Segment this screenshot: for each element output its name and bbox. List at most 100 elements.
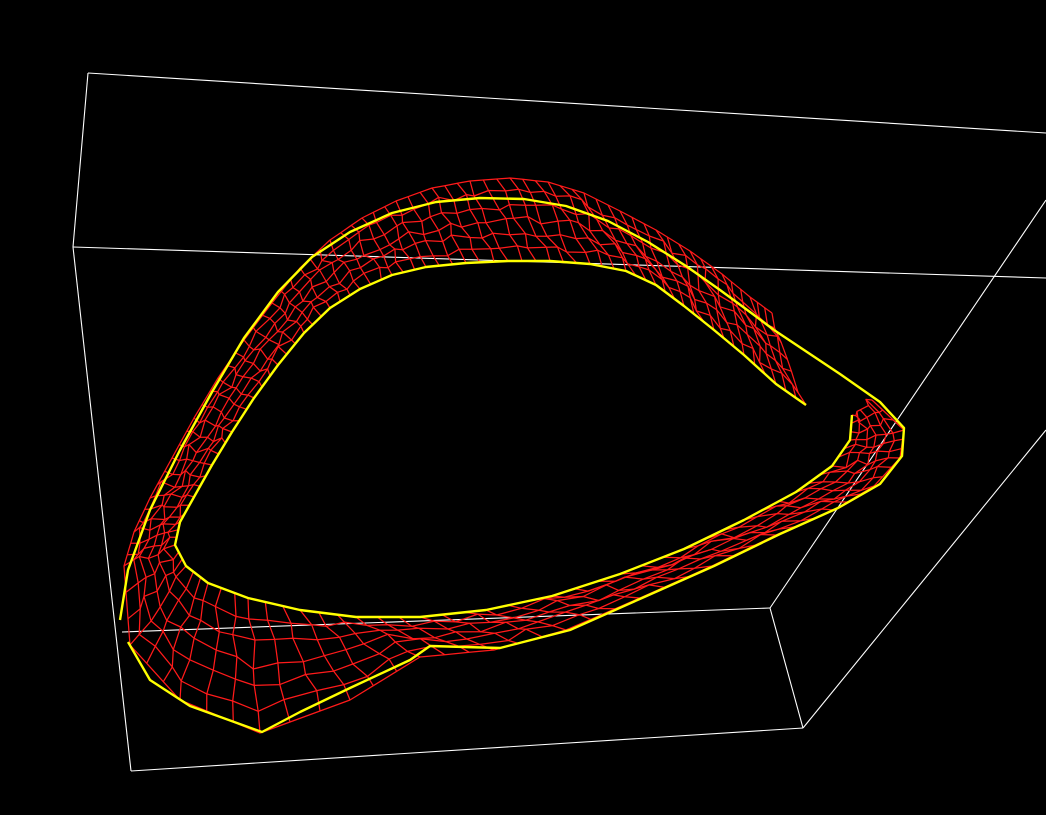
mesh-cross-line xyxy=(700,258,725,339)
mesh-cross-line xyxy=(350,224,382,280)
mesh-cross-line xyxy=(441,614,519,644)
mesh-cross-line xyxy=(318,612,374,687)
mesh-cross-line xyxy=(139,513,186,524)
mesh-ring-line xyxy=(162,245,861,627)
mesh-cross-line xyxy=(730,281,756,365)
inner-contour-curve xyxy=(173,259,854,619)
bbox-edge xyxy=(72,246,132,772)
bbox-edge xyxy=(130,727,804,772)
upper-contour-curve xyxy=(118,196,775,621)
bbox-edge xyxy=(769,199,1046,609)
mesh-cross-line xyxy=(534,180,578,264)
bbox-edge xyxy=(802,429,1046,729)
mesh-cross-line xyxy=(761,500,848,512)
mesh-cross-line xyxy=(201,404,240,422)
mesh-cross-line xyxy=(206,587,222,712)
mesh-cross-line xyxy=(595,198,637,277)
mesh-cross-line xyxy=(837,448,902,458)
mesh-cross-line xyxy=(721,273,745,356)
mesh-cross-line xyxy=(309,258,341,302)
mesh-cross-line xyxy=(271,302,305,334)
mesh-cross-line xyxy=(496,178,537,262)
mesh-cross-line xyxy=(125,551,180,593)
bbox-edge xyxy=(87,72,1046,134)
mesh-cross-line xyxy=(123,544,176,567)
mesh-cross-line xyxy=(778,493,861,504)
mesh-cross-line xyxy=(643,223,676,300)
mesh-cross-line xyxy=(851,409,884,424)
mesh-cross-line xyxy=(749,296,777,385)
mesh-cross-line xyxy=(771,312,807,406)
mesh-cross-line xyxy=(764,307,797,399)
mesh-cross-line xyxy=(831,457,901,469)
mesh-cross-line xyxy=(280,290,314,326)
mesh-cross-line xyxy=(226,364,263,388)
mesh-cross-line xyxy=(186,430,226,444)
mesh-cross-line xyxy=(129,565,187,646)
wireframe-surface-mesh xyxy=(123,177,905,734)
contour-curves xyxy=(118,196,906,734)
mesh-cross-line xyxy=(807,476,883,484)
mesh-cross-line xyxy=(662,544,755,559)
mesh-cross-line xyxy=(850,417,894,434)
mesh-cross-line xyxy=(819,465,892,476)
bbox-edge xyxy=(121,607,771,633)
mesh-cross-line xyxy=(217,377,255,399)
mesh-ring-line xyxy=(174,260,853,618)
mesh-cross-line xyxy=(469,180,509,262)
mesh-ring-line xyxy=(133,188,895,712)
mesh-cross-line xyxy=(597,576,689,582)
mesh-cross-line xyxy=(193,417,233,433)
mesh-cross-line xyxy=(282,605,321,712)
mesh-cross-line xyxy=(264,601,291,723)
mesh-cross-line xyxy=(666,236,695,315)
mesh-cross-line xyxy=(607,204,647,281)
mesh-cross-line xyxy=(252,327,288,355)
mesh-cross-line xyxy=(407,196,440,267)
mesh-cross-line xyxy=(551,594,641,602)
mesh-cross-line xyxy=(507,604,591,620)
mesh-cross-line xyxy=(583,192,627,272)
outer-contour-curve xyxy=(126,329,906,734)
mesh-cross-line xyxy=(509,177,551,262)
mesh-cross-line xyxy=(243,339,279,366)
bbox-edge xyxy=(72,72,89,248)
mesh-cross-line xyxy=(655,229,685,307)
mesh-cross-line xyxy=(336,614,398,672)
mesh-cross-line xyxy=(149,493,195,499)
mesh-cross-line xyxy=(678,243,705,323)
mesh-cross-line xyxy=(619,210,657,286)
mesh-cross-line xyxy=(574,584,665,592)
mesh-cross-line xyxy=(290,279,322,317)
mesh-cross-line xyxy=(851,398,873,417)
mesh-ring-line xyxy=(147,215,877,670)
mesh-cross-line xyxy=(171,457,213,466)
mesh-cross-line xyxy=(232,592,238,723)
mesh-cross-line xyxy=(355,616,421,658)
mesh-cross-line xyxy=(559,185,603,267)
mesh-cross-line xyxy=(843,438,903,450)
mesh-cross-line xyxy=(456,182,495,262)
mesh-cross-line xyxy=(384,206,416,270)
mesh-cross-line xyxy=(127,536,177,556)
mesh-cross-line xyxy=(247,597,261,734)
mesh-cross-line xyxy=(849,429,905,441)
mesh-cross-line xyxy=(710,266,735,347)
mesh-cross-line xyxy=(395,200,427,268)
mesh-cross-line xyxy=(127,558,183,620)
mesh-cross-line xyxy=(179,443,219,455)
mesh-cross-line xyxy=(164,469,207,478)
mesh-cross-line xyxy=(482,179,523,262)
mesh-cross-line xyxy=(133,521,181,533)
mesh-cross-line xyxy=(156,481,201,488)
mesh-cross-line xyxy=(522,178,564,263)
mesh-ring-line xyxy=(138,203,887,687)
mesh-cross-line xyxy=(319,249,351,296)
mesh-cross-line xyxy=(631,217,666,293)
mesh-cross-line xyxy=(340,232,372,285)
mesh-cross-line xyxy=(743,508,835,521)
mesh-cross-line xyxy=(723,517,815,531)
mesh-cross-line xyxy=(740,289,766,375)
mesh-cross-line xyxy=(299,609,351,701)
